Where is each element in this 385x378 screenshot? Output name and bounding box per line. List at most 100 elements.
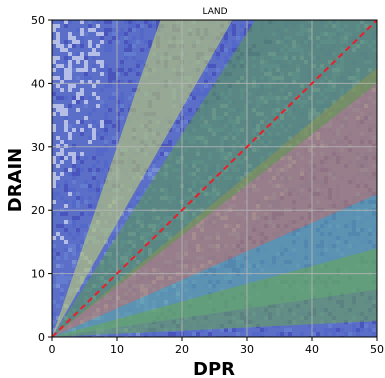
density-cell [128,28,132,32]
density-cell [92,44,96,48]
density-cell [184,332,188,336]
density-cell [76,60,80,64]
density-cell [128,20,132,24]
density-cell [52,96,56,100]
density-cell [104,148,108,152]
density-cell [92,56,96,60]
density-cell [132,24,136,28]
density-cell [88,24,92,28]
density-cell [148,44,152,48]
density-cell [128,44,132,48]
density-cell [140,60,144,64]
density-cell [72,40,76,44]
density-cell [176,116,180,120]
density-cell [84,280,88,284]
density-cell [100,32,104,36]
density-cell [252,332,256,336]
density-cell [104,48,108,52]
density-cell [60,104,64,108]
density-cell [136,192,140,196]
density-cell [236,328,240,332]
density-cell [224,32,228,36]
density-cell [76,204,80,208]
density-cell [96,132,100,136]
density-cell [116,36,120,40]
density-cell [68,244,72,248]
density-cell [156,24,160,28]
density-cell [116,128,120,132]
density-cell [352,328,356,332]
y-tick-label: 10 [31,268,45,281]
density-cell [64,228,68,232]
density-cell [72,100,76,104]
density-cell [204,72,208,76]
density-cell [140,36,144,40]
density-cell [196,92,200,96]
density-cell [72,252,76,256]
density-cell [188,112,192,116]
density-cell [76,156,80,160]
density-cell [60,212,64,216]
density-cell [228,24,232,28]
density-cell [124,40,128,44]
density-cell [100,64,104,68]
density-cell [124,56,128,60]
density-cell [84,128,88,132]
density-cell [68,152,72,156]
density-cell [64,128,68,132]
density-cell [92,120,96,124]
density-cell [76,100,80,104]
density-cell [116,100,120,104]
density-cell [72,220,76,224]
density-cell [168,148,172,152]
density-cell [136,40,140,44]
density-cell [220,44,224,48]
density-cell [132,88,136,92]
density-cell [124,36,128,40]
density-cell [92,128,96,132]
density-cell [52,104,56,108]
density-cell [132,28,136,32]
density-cell [64,120,68,124]
density-cell [60,276,64,280]
density-cell [52,212,56,216]
density-cell [120,92,124,96]
density-cell [68,60,72,64]
density-cell [108,28,112,32]
density-cell [104,160,108,164]
density-cell [56,264,60,268]
density-cell [92,92,96,96]
density-cell [124,20,128,24]
density-cell [80,88,84,92]
density-cell [128,40,132,44]
density-cell [60,88,64,92]
x-tick-label: 10 [110,343,124,356]
density-cell [104,104,108,108]
density-cell [188,332,192,336]
density-cell [148,172,152,176]
density-cell [72,248,76,252]
density-cell [76,172,80,176]
density-cell [260,328,264,332]
density-cell [204,88,208,92]
density-cell [92,64,96,68]
density-cell [64,140,68,144]
x-tick-label: 0 [49,343,56,356]
density-cell [220,328,224,332]
density-cell [76,52,80,56]
density-cell [100,60,104,64]
density-cell [192,332,196,336]
density-cell [232,28,236,32]
density-cell [160,144,164,148]
x-tick-label: 30 [240,343,254,356]
density-cell [72,164,76,168]
density-cell [56,224,60,228]
density-cell [96,196,100,200]
density-cell [64,20,68,24]
density-cell [80,240,84,244]
density-cell [132,56,136,60]
density-cell [56,104,60,108]
density-cell [76,232,80,236]
density-cell [60,196,64,200]
density-cell [108,40,112,44]
